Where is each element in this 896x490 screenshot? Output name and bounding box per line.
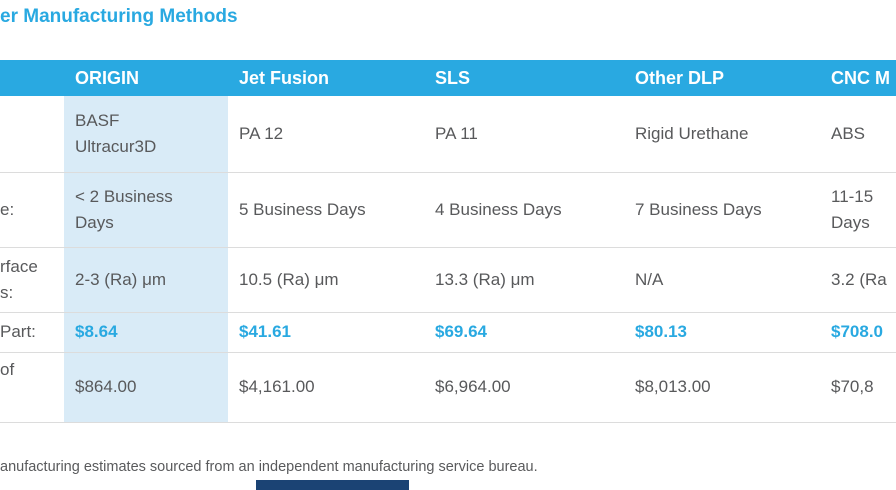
comparison-table: ORIGIN Jet Fusion SLS Other DLP CNC M BA… xyxy=(0,60,896,423)
table-row-surface-finish: rface s: 2-3 (Ra) μm 10.5 (Ra) μm 13.3 (… xyxy=(0,248,896,313)
row-label-cost-of-100: of xyxy=(0,353,64,423)
page-title: er Manufacturing Methods xyxy=(0,6,238,27)
cell-material-other-dlp: Rigid Urethane xyxy=(624,96,820,173)
cell-cost-per-part-cnc: $708.0 xyxy=(820,313,896,353)
cell-lead-time-origin: < 2 Business Days xyxy=(64,173,228,248)
column-header-blank xyxy=(0,60,64,96)
cell-lead-time-jet-fusion: 5 Business Days xyxy=(228,173,424,248)
table-row-material: BASF Ultracur3D PA 12 PA 11 Rigid Uretha… xyxy=(0,96,896,173)
cell-material-jet-fusion: PA 12 xyxy=(228,96,424,173)
footer-accent-bar xyxy=(256,480,409,490)
footnote: anufacturing estimates sourced from an i… xyxy=(0,459,538,475)
table-row-cost-per-part: Part: $8.64 $41.61 $69.64 $80.13 $708.0 xyxy=(0,313,896,353)
table-row-lead-time: e: < 2 Business Days 5 Business Days 4 B… xyxy=(0,173,896,248)
cell-lead-time-cnc: 11-15 Days xyxy=(820,173,896,248)
table-row-cost-of-100: of $864.00 $4,161.00 $6,964.00 $8,013.00… xyxy=(0,353,896,423)
cell-cost-per-part-origin: $8.64 xyxy=(64,313,228,353)
cell-material-cnc: ABS xyxy=(820,96,896,173)
table-header-row: ORIGIN Jet Fusion SLS Other DLP CNC M xyxy=(0,60,896,96)
cell-cost-per-part-sls: $69.64 xyxy=(424,313,624,353)
cell-lead-time-sls: 4 Business Days xyxy=(424,173,624,248)
column-header-sls: SLS xyxy=(424,60,624,96)
cell-lead-time-other-dlp: 7 Business Days xyxy=(624,173,820,248)
cell-surface-finish-sls: 13.3 (Ra) μm xyxy=(424,248,624,313)
cell-surface-finish-jet-fusion: 10.5 (Ra) μm xyxy=(228,248,424,313)
cell-cost-of-100-jet-fusion: $4,161.00 xyxy=(228,353,424,423)
column-header-other-dlp: Other DLP xyxy=(624,60,820,96)
cell-cost-of-100-other-dlp: $8,013.00 xyxy=(624,353,820,423)
cell-surface-finish-cnc: 3.2 (Ra xyxy=(820,248,896,313)
cell-cost-per-part-jet-fusion: $41.61 xyxy=(228,313,424,353)
cell-material-origin: BASF Ultracur3D xyxy=(64,96,228,173)
row-label-lead-time: e: xyxy=(0,173,64,248)
cell-material-sls: PA 11 xyxy=(424,96,624,173)
cell-cost-of-100-cnc: $70,8 xyxy=(820,353,896,423)
row-label-cost-per-part: Part: xyxy=(0,313,64,353)
row-label-surface-finish: rface s: xyxy=(0,248,64,313)
cell-surface-finish-origin: 2-3 (Ra) μm xyxy=(64,248,228,313)
cell-cost-of-100-sls: $6,964.00 xyxy=(424,353,624,423)
row-label-material xyxy=(0,96,64,173)
column-header-origin: ORIGIN xyxy=(64,60,228,96)
column-header-cnc: CNC M xyxy=(820,60,896,96)
cell-cost-of-100-origin: $864.00 xyxy=(64,353,228,423)
column-header-jet-fusion: Jet Fusion xyxy=(228,60,424,96)
cell-cost-per-part-other-dlp: $80.13 xyxy=(624,313,820,353)
cell-surface-finish-other-dlp: N/A xyxy=(624,248,820,313)
